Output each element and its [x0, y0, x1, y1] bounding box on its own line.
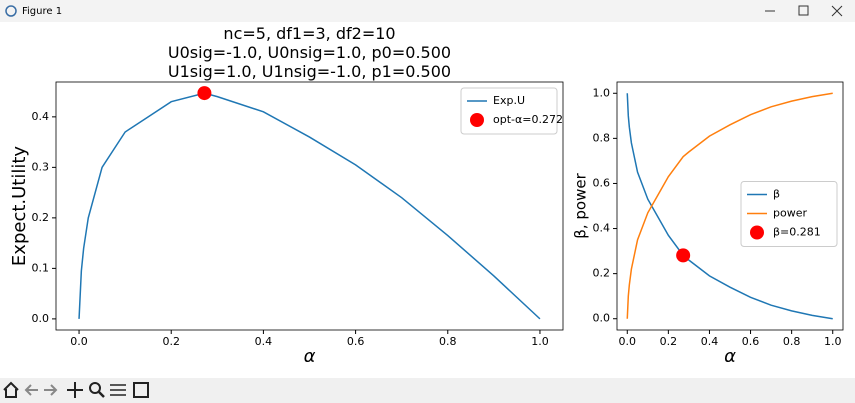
configure-button[interactable]: [110, 384, 126, 396]
y-tick-label: 0.8: [593, 131, 611, 144]
y-tick-label: 0.3: [32, 160, 50, 173]
x-tick-label: 0.8: [783, 335, 801, 348]
x-tick-label: 1.0: [824, 335, 842, 348]
x-tick-label: 0.4: [255, 335, 273, 348]
legend-swatch: [750, 225, 764, 240]
y-tick-label: 0.2: [32, 211, 50, 224]
x-tick-label: 0.0: [70, 335, 88, 348]
legend-label: Exp.U: [493, 94, 525, 107]
x-tick-label: 0.2: [660, 335, 678, 348]
save-button[interactable]: [133, 382, 149, 398]
legend-label: power: [773, 207, 807, 220]
x-axis-label: α: [724, 346, 736, 367]
y-tick-label: 0.0: [593, 312, 611, 325]
x-tick-label: 0.6: [347, 335, 365, 348]
toolbar: [0, 378, 855, 403]
back-button[interactable]: [24, 384, 38, 396]
x-tick-label: 1.0: [531, 335, 549, 348]
x-tick-label: 0.6: [742, 335, 760, 348]
legend-box: [740, 181, 838, 247]
zoom-button[interactable]: [89, 382, 105, 398]
home-button[interactable]: [3, 381, 19, 398]
optimum-point: [676, 248, 691, 263]
x-tick-label: 0.8: [439, 335, 457, 348]
x-tick-label: 0.2: [162, 335, 180, 348]
y-tick-label: 0.2: [593, 267, 611, 280]
forward-button[interactable]: [44, 384, 58, 396]
x-tick-label: 0.4: [701, 335, 719, 348]
axes-frame: [55, 81, 564, 331]
maximize-button[interactable]: [798, 5, 809, 16]
optimum-point: [197, 86, 212, 101]
chart-title: nc=5, df1=3, df2=10 U0sig=-1.0, U0nsig=1.…: [168, 24, 451, 81]
y-axis-label: β, power: [572, 172, 590, 238]
y-tick-label: 0.1: [32, 261, 50, 274]
y-tick-label: 1.0: [593, 86, 611, 99]
legend-swatch: [470, 113, 484, 127]
title-bar: [0, 0, 855, 22]
axes-frame: [616, 81, 844, 331]
y-tick-label: 0.4: [32, 110, 50, 123]
legend-label: β=0.281: [773, 226, 821, 239]
y-axis-label: Expect.Utility: [9, 146, 30, 266]
legend-box: [460, 87, 558, 135]
close-button[interactable]: [831, 5, 843, 17]
x-axis-label: α: [304, 346, 316, 367]
pan-button[interactable]: [67, 382, 83, 398]
y-tick-label: 0.6: [593, 176, 611, 189]
legend-label: β: [773, 188, 780, 201]
y-tick-label: 0.4: [593, 222, 611, 235]
y-tick-label: 0.0: [32, 312, 50, 325]
window-title: Figure 1: [22, 6, 62, 17]
series-line: [626, 92, 833, 319]
x-tick-label: 0.0: [619, 335, 637, 348]
app-icon: [5, 5, 17, 17]
legend-label: opt-α=0.272: [493, 113, 563, 126]
